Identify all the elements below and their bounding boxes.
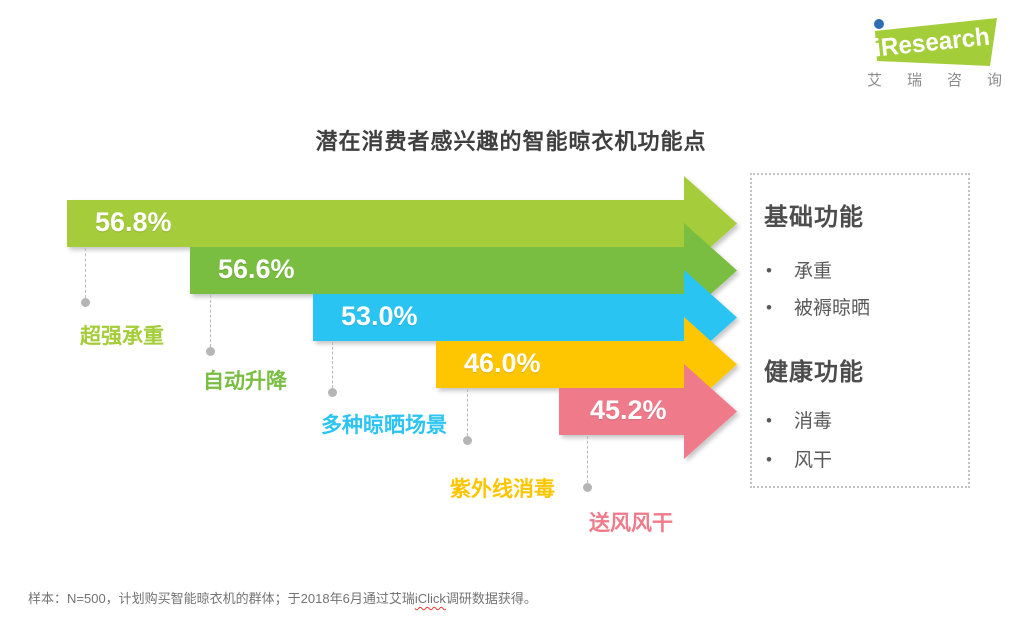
- brand-i-dot-icon: [874, 19, 884, 29]
- leader-line: [332, 342, 333, 388]
- leader-dot: [328, 388, 337, 397]
- leader-dot: [463, 436, 472, 445]
- bar-value-label: 45.2%: [590, 395, 667, 425]
- bar-category-label: 自动升降: [203, 370, 287, 393]
- bar-value-label: 53.0%: [341, 301, 418, 331]
- legend-item: 承重: [766, 256, 832, 283]
- iresearch-logo: iResearch: [873, 18, 997, 66]
- bar-value-label: 56.8%: [95, 207, 172, 237]
- footnote-text: 调研数据获得。: [445, 591, 537, 606]
- bar-category-label: 超强承重: [80, 325, 164, 348]
- legend-heading-basic: 基础功能: [764, 204, 864, 231]
- bar-category-label: 紫外线消毒: [450, 478, 555, 501]
- leader-dot: [81, 298, 90, 307]
- legend-box: 基础功能 承重 被褥晾晒 健康功能 消毒 风干: [750, 173, 970, 488]
- bar-value-label: 56.6%: [218, 254, 295, 284]
- leader-line: [587, 436, 588, 483]
- logo-green-flag: [875, 18, 997, 66]
- chart-title: 潜在消费者感兴趣的智能晾衣机功能点: [315, 129, 707, 154]
- footnote: 样本：N=500，计划购买智能晾衣机的群体；于2018年6月通过艾瑞iClick…: [28, 588, 537, 607]
- legend-item: 消毒: [766, 406, 832, 433]
- leader-line: [85, 248, 86, 298]
- footnote-text: 样本：N=500，计划购买智能晾衣机的群体；于2018年6月通过艾瑞: [28, 591, 415, 606]
- footnote-iclick: iClick: [414, 591, 446, 606]
- leader-dot: [583, 483, 592, 492]
- brand-chinese-name: 艾瑞咨询: [867, 72, 1017, 89]
- leader-dot: [206, 347, 215, 356]
- leader-line: [210, 295, 211, 347]
- legend-heading-health: 健康功能: [764, 359, 864, 386]
- legend-item: 风干: [766, 445, 832, 472]
- bar-category-label: 多种晾晒场景: [321, 414, 447, 437]
- bar-category-label: 送风风干: [589, 512, 673, 535]
- leader-line: [467, 389, 468, 436]
- legend-item: 被褥晾晒: [766, 293, 870, 320]
- bar-value-label: 46.0%: [464, 348, 541, 378]
